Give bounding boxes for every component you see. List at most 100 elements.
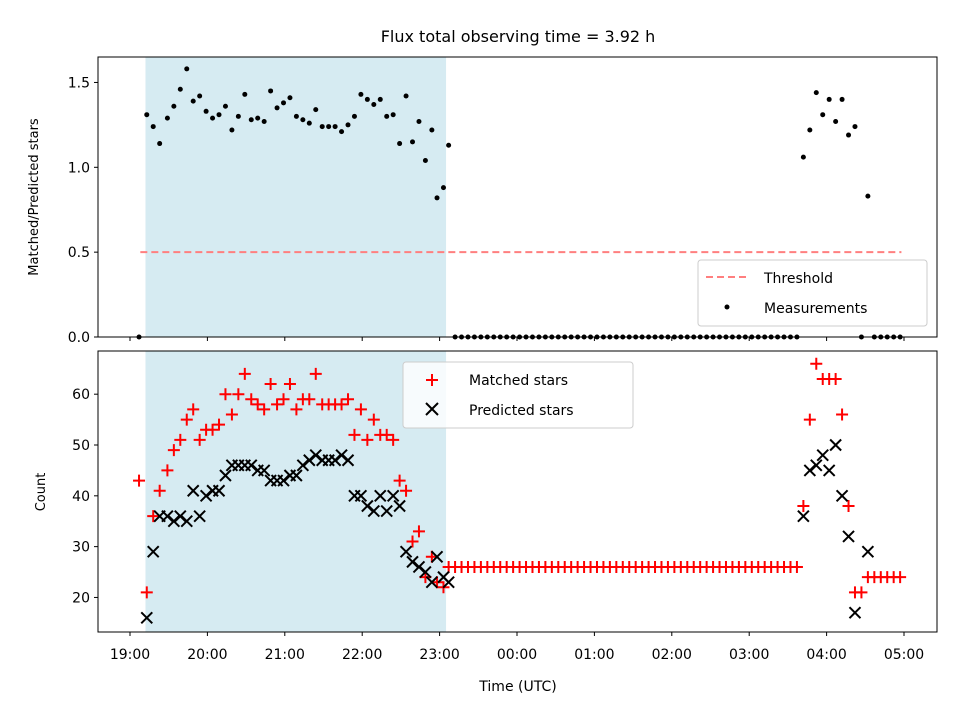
matched-stars-point [251, 398, 264, 411]
measurement-point [261, 118, 267, 124]
measurement-point [229, 127, 235, 133]
matched-stars-point [147, 510, 160, 523]
xtick-label: 19:00 [110, 647, 150, 663]
measurement-point [865, 193, 871, 199]
matched-stars-point [406, 535, 419, 548]
top-ytick-label: 1.0 [68, 160, 90, 176]
measurement-point [364, 96, 370, 102]
xtick-label: 04:00 [806, 647, 846, 663]
matched-stars-point [174, 433, 187, 446]
measurement-point [171, 103, 177, 109]
predicted-stars-point [425, 575, 439, 589]
predicted-stars-point [219, 469, 232, 482]
predicted-stars-point [835, 489, 849, 503]
matched-stars-point [400, 484, 413, 497]
matched-stars-point [393, 474, 406, 487]
matched-stars-point [277, 393, 290, 406]
matched-stars-point [213, 418, 226, 431]
measurement-point [326, 124, 332, 130]
matched-stars-point [271, 398, 284, 411]
measurement-point [846, 132, 852, 138]
measurement-point [410, 139, 416, 145]
measurement-point [150, 124, 156, 130]
measurement-point [371, 102, 377, 108]
predicted-stars-point [842, 530, 855, 543]
measurement-point [358, 91, 364, 97]
bottom-xlabel: Time (UTC) [478, 679, 556, 695]
matched-stars-point [354, 403, 367, 416]
matched-stars-point [283, 378, 296, 391]
measurement-point [820, 112, 826, 118]
predicted-stars-point [848, 606, 862, 619]
xtick-label: 20:00 [187, 647, 227, 663]
predicted-stars-point [147, 545, 160, 558]
measurement-point [157, 141, 163, 147]
threshold-legend-label: Threshold [763, 271, 833, 287]
bottom-ytick-label: 60 [72, 387, 90, 403]
measurement-point [164, 115, 170, 121]
predicted-stars-point [797, 509, 810, 523]
predicted-stars-point [399, 545, 413, 558]
matched-stars-point [348, 428, 361, 441]
measurement-point [203, 108, 209, 114]
count-plot: 20 30 40 50 60 19:00 20:00 21:00 22:00 23:00 00:00… [34, 337, 938, 695]
predicted-stars-point [374, 489, 387, 503]
measurement-point [852, 124, 858, 130]
matched-stars-point [245, 393, 258, 406]
predicted-stars-point [354, 489, 368, 503]
predicted-stars-point [187, 484, 200, 497]
measurement-point [377, 96, 383, 102]
measurement-point [397, 141, 403, 147]
predicted-stars-point [380, 504, 393, 518]
measurement-point [319, 124, 325, 130]
xtick-label: 02:00 [652, 647, 692, 663]
measurement-point [345, 122, 351, 128]
predicted-stars-point [861, 545, 875, 558]
measurement-point [826, 96, 832, 102]
measurement-point [255, 115, 261, 121]
xtick-label: 00:00 [497, 647, 537, 663]
top-ytick-label: 0.0 [68, 330, 90, 346]
matched-stars-point [264, 378, 277, 391]
measurement-point [800, 154, 806, 160]
measurement-point [813, 90, 819, 96]
matched-stars-point [797, 499, 810, 512]
matched-stars-point [167, 444, 180, 457]
measurement-point [429, 127, 435, 133]
observing-window-shade [145, 351, 447, 632]
measurement-point [268, 88, 274, 94]
measurement-point [403, 93, 409, 99]
matched-stars-point [387, 433, 400, 446]
measurement-point [216, 112, 222, 118]
bottom-ylabel: Count [34, 473, 49, 512]
matched-stars-point [309, 367, 322, 380]
matched-stars-point [335, 398, 348, 411]
matched-stars-point [133, 474, 146, 487]
top-ytick-label: 1.5 [68, 75, 90, 91]
measurement-point [281, 100, 287, 106]
predicted-stars-point [810, 459, 823, 472]
predicted-stars-point [442, 575, 455, 589]
matched-stars-point [803, 413, 816, 426]
measurement-point [351, 113, 357, 119]
predicted-stars-point [212, 484, 226, 497]
predicted-stars-point [386, 489, 400, 503]
predicted-stars-point [193, 509, 206, 523]
predicted-legend-handle [425, 402, 439, 416]
measurement-point [833, 118, 839, 124]
predicted-stars-point [140, 611, 153, 624]
predicted-stars-point [290, 469, 303, 482]
measurements-legend-label: Measurements [764, 301, 867, 317]
matched-stars-point [258, 403, 271, 416]
matched-stars-point [290, 403, 303, 416]
matched-stars-point [829, 372, 842, 385]
measurement-point [390, 112, 396, 118]
bottom-ytick-label: 40 [72, 489, 90, 505]
observing-window-shade [145, 57, 447, 337]
predicted-stars-point [829, 438, 842, 452]
top-legend: Threshold Measurements [697, 259, 928, 327]
predicted-stars-point [419, 565, 432, 579]
predicted-stars-point [180, 515, 193, 528]
bottom-ytick-label: 20 [72, 590, 90, 606]
